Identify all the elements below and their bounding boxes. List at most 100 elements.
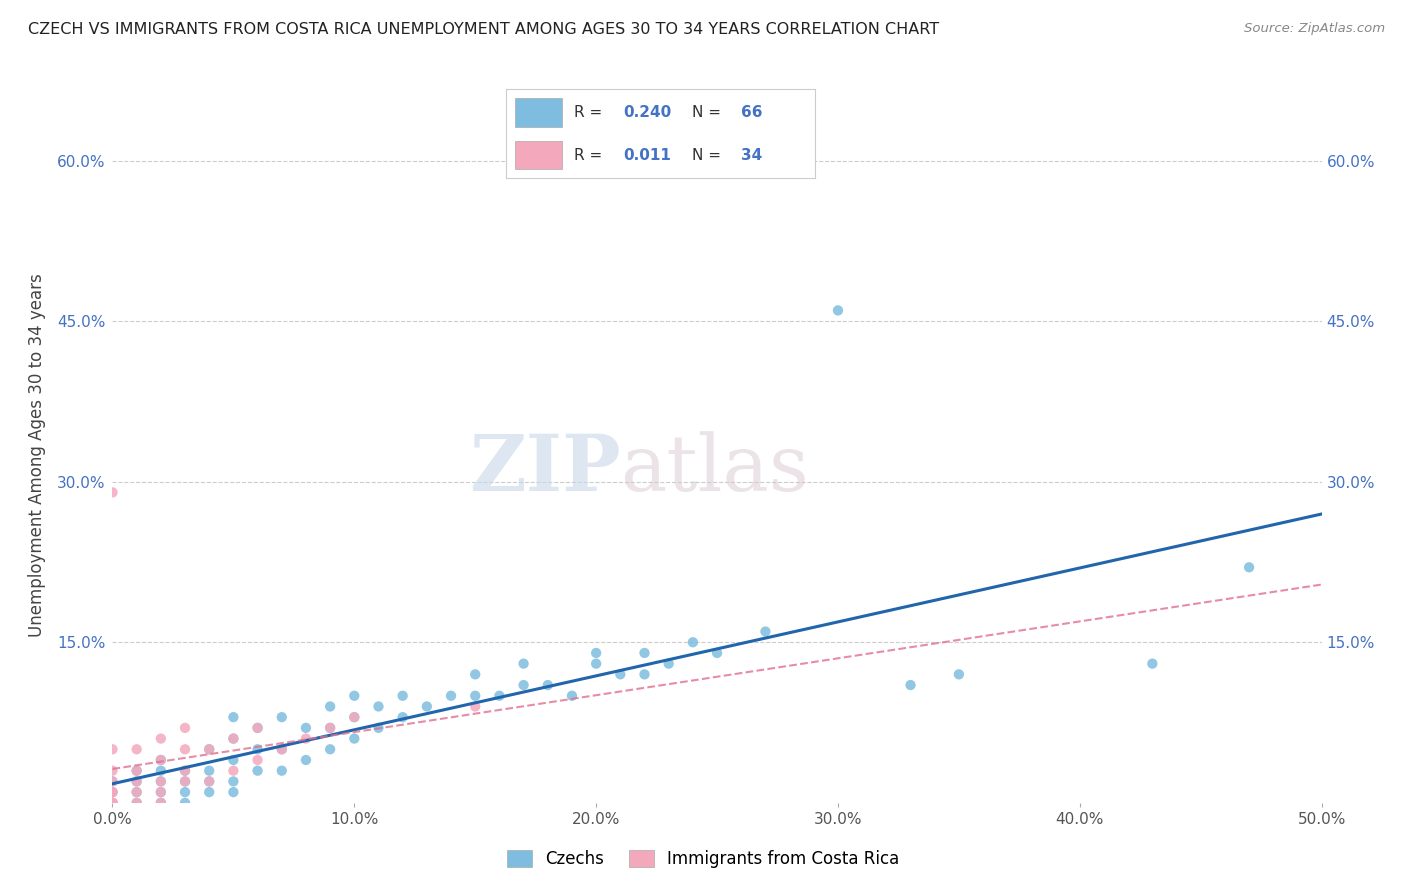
- Point: [125, 764, 148, 778]
- Point: [101, 796, 124, 810]
- Point: [391, 689, 413, 703]
- Point: [319, 699, 342, 714]
- Point: [295, 731, 318, 746]
- Point: [174, 796, 197, 810]
- Point: [198, 742, 221, 756]
- Legend: Czechs, Immigrants from Costa Rica: Czechs, Immigrants from Costa Rica: [501, 843, 905, 875]
- Point: [198, 742, 221, 756]
- Text: R =: R =: [574, 148, 607, 162]
- Point: [754, 624, 776, 639]
- Point: [101, 764, 124, 778]
- Point: [125, 796, 148, 810]
- Point: [101, 785, 124, 799]
- Point: [343, 710, 366, 724]
- Point: [149, 774, 172, 789]
- Text: ZIP: ZIP: [468, 431, 620, 507]
- Point: [367, 721, 389, 735]
- Point: [1142, 657, 1164, 671]
- Point: [101, 485, 124, 500]
- Point: [464, 699, 486, 714]
- Point: [125, 774, 148, 789]
- Point: [174, 774, 197, 789]
- Point: [464, 667, 486, 681]
- Point: [246, 753, 269, 767]
- Point: [270, 742, 292, 756]
- Point: [464, 689, 486, 703]
- Point: [125, 774, 148, 789]
- Point: [149, 785, 172, 799]
- Point: [270, 742, 292, 756]
- FancyBboxPatch shape: [516, 141, 562, 169]
- Point: [222, 785, 245, 799]
- Point: [101, 774, 124, 789]
- Point: [101, 774, 124, 789]
- Point: [948, 667, 970, 681]
- Point: [222, 774, 245, 789]
- Point: [319, 721, 342, 735]
- Text: R =: R =: [574, 105, 607, 120]
- Point: [149, 796, 172, 810]
- Point: [246, 742, 269, 756]
- Point: [198, 774, 221, 789]
- Point: [827, 303, 849, 318]
- Point: [585, 657, 607, 671]
- Point: [343, 731, 366, 746]
- Point: [633, 667, 655, 681]
- Point: [561, 689, 583, 703]
- Point: [149, 753, 172, 767]
- Point: [222, 753, 245, 767]
- Point: [343, 689, 366, 703]
- Point: [222, 764, 245, 778]
- Point: [198, 785, 221, 799]
- Text: 66: 66: [741, 105, 762, 120]
- Point: [295, 753, 318, 767]
- Point: [488, 689, 510, 703]
- Point: [101, 796, 124, 810]
- Text: CZECH VS IMMIGRANTS FROM COSTA RICA UNEMPLOYMENT AMONG AGES 30 TO 34 YEARS CORRE: CZECH VS IMMIGRANTS FROM COSTA RICA UNEM…: [28, 22, 939, 37]
- Point: [198, 774, 221, 789]
- Point: [295, 721, 318, 735]
- Point: [174, 721, 197, 735]
- Point: [246, 764, 269, 778]
- Point: [367, 699, 389, 714]
- Point: [440, 689, 463, 703]
- Point: [125, 785, 148, 799]
- Point: [125, 742, 148, 756]
- Point: [512, 678, 534, 692]
- Point: [101, 796, 124, 810]
- Point: [149, 785, 172, 799]
- Point: [149, 753, 172, 767]
- Point: [174, 774, 197, 789]
- Point: [101, 796, 124, 810]
- Text: Source: ZipAtlas.com: Source: ZipAtlas.com: [1244, 22, 1385, 36]
- Point: [222, 731, 245, 746]
- Point: [174, 764, 197, 778]
- Point: [174, 742, 197, 756]
- Point: [125, 785, 148, 799]
- Text: 0.240: 0.240: [624, 105, 672, 120]
- Point: [609, 667, 631, 681]
- Point: [319, 742, 342, 756]
- Point: [633, 646, 655, 660]
- Point: [270, 710, 292, 724]
- Point: [391, 710, 413, 724]
- Point: [125, 796, 148, 810]
- Text: 34: 34: [741, 148, 762, 162]
- Point: [198, 764, 221, 778]
- Point: [900, 678, 922, 692]
- Point: [1237, 560, 1260, 574]
- Point: [149, 774, 172, 789]
- Point: [149, 796, 172, 810]
- Text: 0.011: 0.011: [624, 148, 672, 162]
- Point: [270, 764, 292, 778]
- Point: [512, 657, 534, 671]
- Point: [222, 731, 245, 746]
- Point: [246, 721, 269, 735]
- Text: N =: N =: [692, 105, 725, 120]
- Point: [682, 635, 704, 649]
- FancyBboxPatch shape: [516, 98, 562, 127]
- Point: [319, 721, 342, 735]
- Point: [149, 731, 172, 746]
- Point: [585, 646, 607, 660]
- Point: [101, 742, 124, 756]
